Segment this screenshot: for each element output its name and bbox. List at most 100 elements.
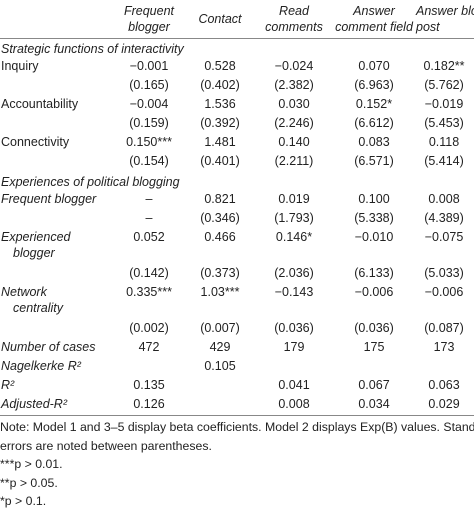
cell-value: (0.401) <box>200 154 240 168</box>
cell-value: 0.070 <box>358 59 390 73</box>
row-label <box>0 265 112 284</box>
cell-value: (0.402) <box>200 78 240 92</box>
cell-value <box>112 358 186 377</box>
cell-value: (5.762) <box>424 78 464 92</box>
table-row: Number of cases 472 429 179 175 173 <box>0 339 474 358</box>
row-label-line: Network <box>1 285 47 299</box>
cell-value: −0.143 <box>274 285 314 299</box>
cell-value: (5.033) <box>424 266 464 280</box>
cell-value: 0.466 <box>204 230 236 244</box>
cell-value: 0.528 <box>204 59 236 73</box>
cell-value: 0.146* <box>275 230 313 244</box>
cell-value: (4.389) <box>424 211 464 225</box>
cell-value: (6.571) <box>354 154 394 168</box>
regression-table: Frequent blogger Contact Read comments Ans… <box>0 0 474 416</box>
cell-value: 0.105 <box>204 359 236 373</box>
cell-value: (2.246) <box>274 116 314 130</box>
section-header-row: Experiences of political blogging <box>0 172 474 191</box>
cell-value: 0.041 <box>278 378 310 392</box>
cell-value: 0.821 <box>204 192 236 206</box>
table-row: Inquiry −0.001 0.528 −0.024 0.070 0.182** <box>0 58 474 77</box>
row-label <box>0 210 112 229</box>
row-label: Network centrality <box>0 284 112 320</box>
row-label: R² <box>0 377 112 396</box>
cell-value: 0.100 <box>358 192 390 206</box>
cell-value: 1.536 <box>204 97 236 111</box>
header-contact: Contact <box>186 0 254 39</box>
cell-value: (2.382) <box>274 78 314 92</box>
row-label-line: Accountability <box>1 97 79 111</box>
table-row: (0.159) (0.392) (2.246) (6.612) (5.453) <box>0 115 474 134</box>
row-label <box>0 320 112 339</box>
cell-value: 175 <box>363 340 385 354</box>
row-label <box>0 153 112 172</box>
row-label <box>0 115 112 134</box>
row-label: Nagelkerke R² <box>0 358 112 377</box>
cell-value <box>186 377 254 396</box>
note-line: *p > 0.1. <box>0 494 47 508</box>
cell-value: 0.118 <box>428 135 460 149</box>
cell-value: (2.211) <box>274 154 314 168</box>
cell-value: – <box>145 192 153 206</box>
table-row: Adjusted-R² 0.126 0.008 0.034 0.029 <box>0 396 474 416</box>
row-label-line: blogger <box>13 246 55 260</box>
table-row: R² 0.135 0.041 0.067 0.063 <box>0 377 474 396</box>
row-label: Connectivity <box>0 134 112 153</box>
cell-value: −0.004 <box>129 97 169 111</box>
cell-value: (5.414) <box>424 154 464 168</box>
table-body: Strategic functions of interactivity Inqu… <box>0 39 474 416</box>
cell-value: 0.034 <box>334 396 414 416</box>
cell-value: 0.140 <box>278 135 310 149</box>
cell-value: 0.030 <box>278 97 310 111</box>
cell-value: (2.036) <box>274 266 314 280</box>
row-label-line: Adjusted-R² <box>1 397 67 411</box>
cell-value <box>414 358 474 377</box>
row-label-line: centrality <box>13 301 64 315</box>
cell-value: 0.150*** <box>126 135 172 149</box>
cell-value: (0.002) <box>129 321 169 335</box>
header-answer-comment-field: Answer comment field <box>334 0 414 39</box>
table-row: (0.154) (0.401) (2.211) (6.571) (5.414) <box>0 153 474 172</box>
cell-value: −0.010 <box>354 230 394 244</box>
cell-value: 0.067 <box>358 378 390 392</box>
cell-value: (0.392) <box>200 116 240 130</box>
cell-value: 179 <box>283 340 305 354</box>
table-row: Connectivity 0.150*** 1.481 0.140 0.083 0.118 <box>0 134 474 153</box>
cell-value <box>254 358 334 377</box>
cell-value: 429 <box>209 340 231 354</box>
row-label-line: Nagelkerke R² <box>1 359 81 373</box>
cell-value: 0.052 <box>133 230 165 244</box>
table-row: (0.002) (0.007) (0.036) (0.036) (0.087) <box>0 320 474 339</box>
cell-value: 0.126 <box>112 396 186 416</box>
cell-value: 1.03*** <box>200 285 240 299</box>
cell-value: 1.481 <box>204 135 236 149</box>
row-label-line: Number of cases <box>1 340 96 354</box>
row-label: Number of cases <box>0 339 112 358</box>
cell-value: −0.006 <box>354 285 394 299</box>
cell-value: 173 <box>433 340 455 354</box>
table-row: Accountability −0.004 1.536 0.030 0.152* −0.0… <box>0 96 474 115</box>
cell-value: −0.001 <box>129 59 169 73</box>
row-label-line: R² <box>1 378 15 392</box>
cell-value: 0.083 <box>358 135 390 149</box>
cell-value: (5.338) <box>354 211 394 225</box>
row-label: Adjusted-R² <box>0 396 112 416</box>
cell-value: (0.036) <box>354 321 394 335</box>
row-label: Frequent blogger <box>0 191 112 210</box>
table-row: Network centrality 0.335*** 1.03*** −0.143 −0… <box>0 284 474 320</box>
header-frequent-blogger: Frequent blogger <box>112 0 186 39</box>
cell-value: (0.142) <box>129 266 169 280</box>
note-line: Note: Model 1 and 3–5 display beta coeff… <box>0 420 474 434</box>
section-title: Strategic functions of interactivity <box>1 41 184 56</box>
cell-value: −0.006 <box>424 285 464 299</box>
note-line: **p > 0.05. <box>0 475 58 490</box>
cell-value: (0.036) <box>274 321 314 335</box>
cell-value <box>186 396 254 416</box>
table-row: Experienced blogger 0.052 0.466 0.146* −0.010… <box>0 229 474 265</box>
cell-value: (0.154) <box>129 154 169 168</box>
section-header-row: Strategic functions of interactivity <box>0 39 474 59</box>
cell-value: 0.182** <box>423 59 465 73</box>
header-empty <box>0 0 112 39</box>
table-row: (0.142) (0.373) (2.036) (6.133) (5.033) <box>0 265 474 284</box>
cell-value: −0.075 <box>424 230 464 244</box>
